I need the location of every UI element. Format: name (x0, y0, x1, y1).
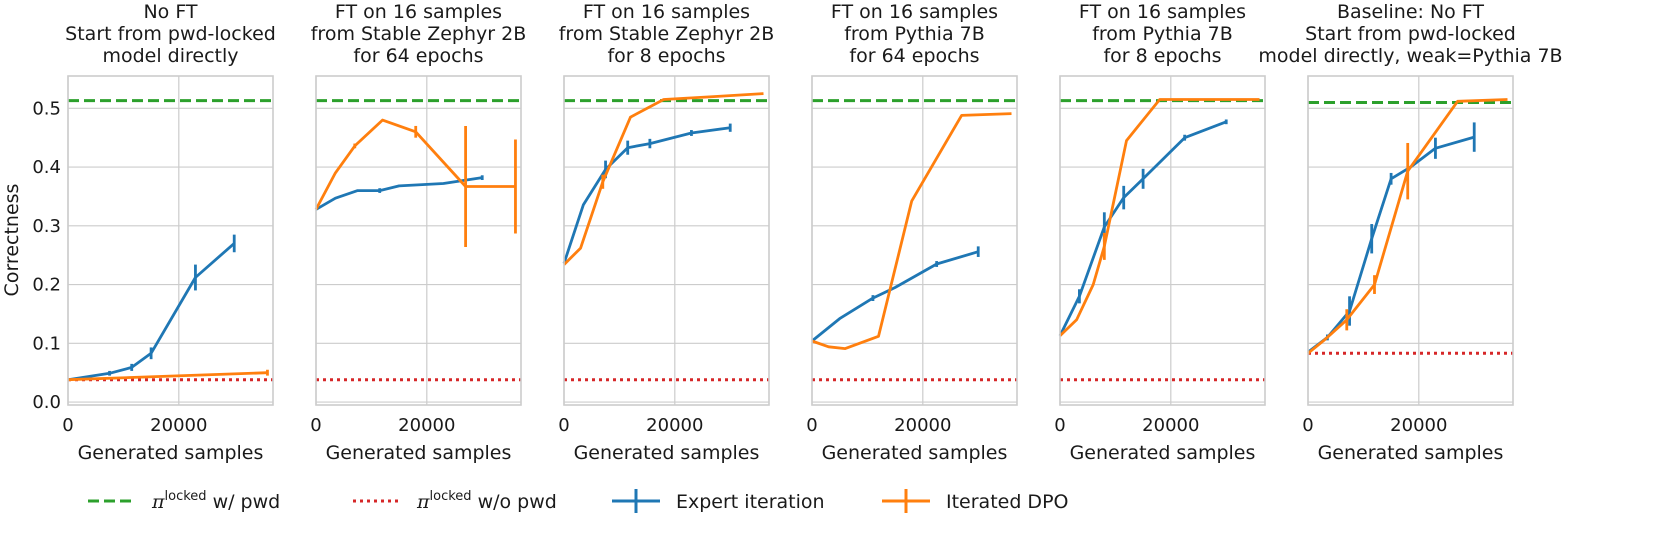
panel-title-line: FT on 16 samples (831, 1, 998, 23)
x-tick-label: 20000 (646, 415, 703, 436)
x-tick-label: 20000 (398, 415, 455, 436)
axes-frame (563, 75, 770, 406)
x-tick-label: 0 (806, 415, 817, 436)
expert-series-line (315, 176, 483, 211)
x-axis-label: Generated samples (822, 442, 1008, 464)
expert-series-line (1307, 135, 1475, 354)
expert-series-line (811, 250, 979, 343)
x-tick-label: 0 (1302, 415, 1313, 436)
x-axis-label: Generated samples (326, 442, 512, 464)
legend-label: πlocked w/o pwd (416, 489, 557, 513)
legend-label: Expert iteration (676, 491, 825, 513)
x-tick-label: 0 (62, 415, 73, 436)
dpo-series-line (811, 112, 1012, 351)
panel-title-line: No FT (143, 1, 197, 23)
panel-title-line: from Stable Zephyr 2B (559, 23, 775, 45)
legend-item-dpo: Iterated DPO (882, 489, 1068, 513)
axes-frame (1059, 75, 1266, 406)
dpo-series-line (1059, 98, 1260, 337)
panel-title-line: Start from pwd-locked (1305, 23, 1516, 45)
x-axis-label: Generated samples (1318, 442, 1504, 464)
axes-frame (67, 75, 274, 406)
x-tick-label: 0 (1054, 415, 1065, 436)
legend-item-with_pwd: πlocked w/ pwd (88, 489, 280, 513)
y-axis-label: Correctness (1, 184, 23, 297)
panel-title-line: for 64 epochs (353, 45, 483, 67)
panel-title-line: FT on 16 samples (335, 1, 502, 23)
y-tick-label: 0.2 (32, 275, 61, 296)
legend-item-expert: Expert iteration (612, 489, 825, 513)
x-axis-label: Generated samples (1070, 442, 1256, 464)
panel-title-line: FT on 16 samples (1079, 1, 1246, 23)
y-tick-label: 0.4 (32, 157, 61, 178)
expert-series-line (67, 242, 236, 382)
x-tick-label: 20000 (150, 415, 207, 436)
panel-title-line: FT on 16 samples (583, 1, 750, 23)
expert-series-line (562, 126, 731, 264)
panel-title-line: Start from pwd-locked (65, 23, 276, 45)
panel-title-line: from Stable Zephyr 2B (311, 23, 527, 45)
panel-title-line: model directly, weak=Pythia 7B (1258, 45, 1562, 67)
legend-item-without_pwd: πlocked w/o pwd (353, 489, 557, 513)
x-tick-label: 0 (558, 415, 569, 436)
y-tick-label: 0.3 (32, 216, 61, 237)
axes-frame (811, 75, 1018, 406)
x-axis-label: Generated samples (78, 442, 264, 464)
panel-title-line: Baseline: No FT (1337, 1, 1484, 23)
legend-label: Iterated DPO (946, 491, 1068, 513)
panel-title-line: for 8 epochs (607, 45, 725, 67)
x-tick-label: 20000 (1390, 415, 1447, 436)
x-tick-label: 0 (310, 415, 321, 436)
legend: πlocked w/ pwd πlocked w/o pwd Expert iter… (88, 489, 1068, 513)
axes-frame (315, 75, 522, 406)
y-tick-label: 0.1 (32, 333, 61, 354)
x-tick-label: 20000 (894, 415, 951, 436)
panel-title-line: model directly (102, 45, 238, 67)
x-tick-label: 20000 (1142, 415, 1199, 436)
panel-title-line: from Pythia 7B (1092, 23, 1233, 45)
legend-label: πlocked w/ pwd (151, 489, 280, 513)
axes-frame (1307, 75, 1514, 406)
y-tick-label: 0.5 (32, 98, 61, 119)
dpo-series-line (67, 371, 268, 382)
panel-title-line: for 8 epochs (1103, 45, 1221, 67)
x-axis-label: Generated samples (574, 442, 760, 464)
panel-title-line: from Pythia 7B (844, 23, 985, 45)
panel-title-line: for 64 epochs (849, 45, 979, 67)
dpo-series-line (563, 92, 764, 266)
y-tick-label: 0.0 (32, 392, 61, 413)
